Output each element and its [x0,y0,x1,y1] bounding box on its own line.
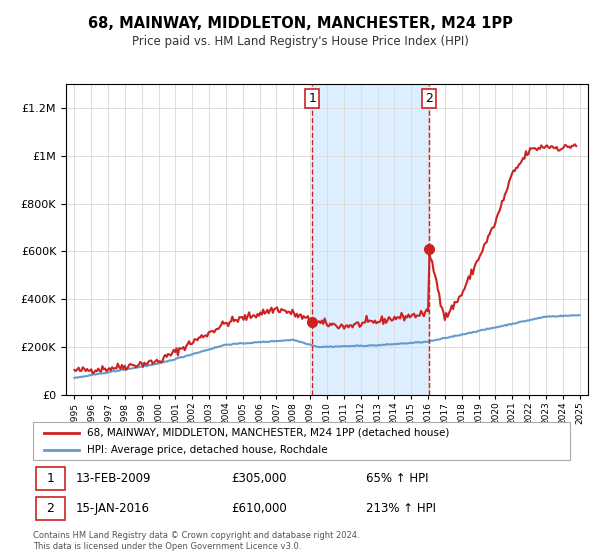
Text: 68, MAINWAY, MIDDLETON, MANCHESTER, M24 1PP: 68, MAINWAY, MIDDLETON, MANCHESTER, M24 … [88,16,512,31]
Text: 1: 1 [308,92,316,105]
Text: 68, MAINWAY, MIDDLETON, MANCHESTER, M24 1PP (detached house): 68, MAINWAY, MIDDLETON, MANCHESTER, M24 … [87,427,449,437]
Bar [35,497,65,520]
Text: £305,000: £305,000 [232,472,287,485]
Text: 15-JAN-2016: 15-JAN-2016 [76,502,150,515]
Text: Price paid vs. HM Land Registry's House Price Index (HPI): Price paid vs. HM Land Registry's House … [131,35,469,48]
Text: £610,000: £610,000 [232,502,287,515]
Text: 13-FEB-2009: 13-FEB-2009 [76,472,151,485]
Text: 65% ↑ HPI: 65% ↑ HPI [366,472,428,485]
Text: 1: 1 [47,472,55,485]
Text: 2: 2 [425,92,433,105]
Text: Contains HM Land Registry data © Crown copyright and database right 2024.: Contains HM Land Registry data © Crown c… [33,531,359,540]
Text: HPI: Average price, detached house, Rochdale: HPI: Average price, detached house, Roch… [87,445,328,455]
Bar [35,467,65,490]
Text: This data is licensed under the Open Government Licence v3.0.: This data is licensed under the Open Gov… [33,542,301,550]
Text: 2: 2 [47,502,55,515]
Text: 213% ↑ HPI: 213% ↑ HPI [366,502,436,515]
Bar [312,84,429,395]
